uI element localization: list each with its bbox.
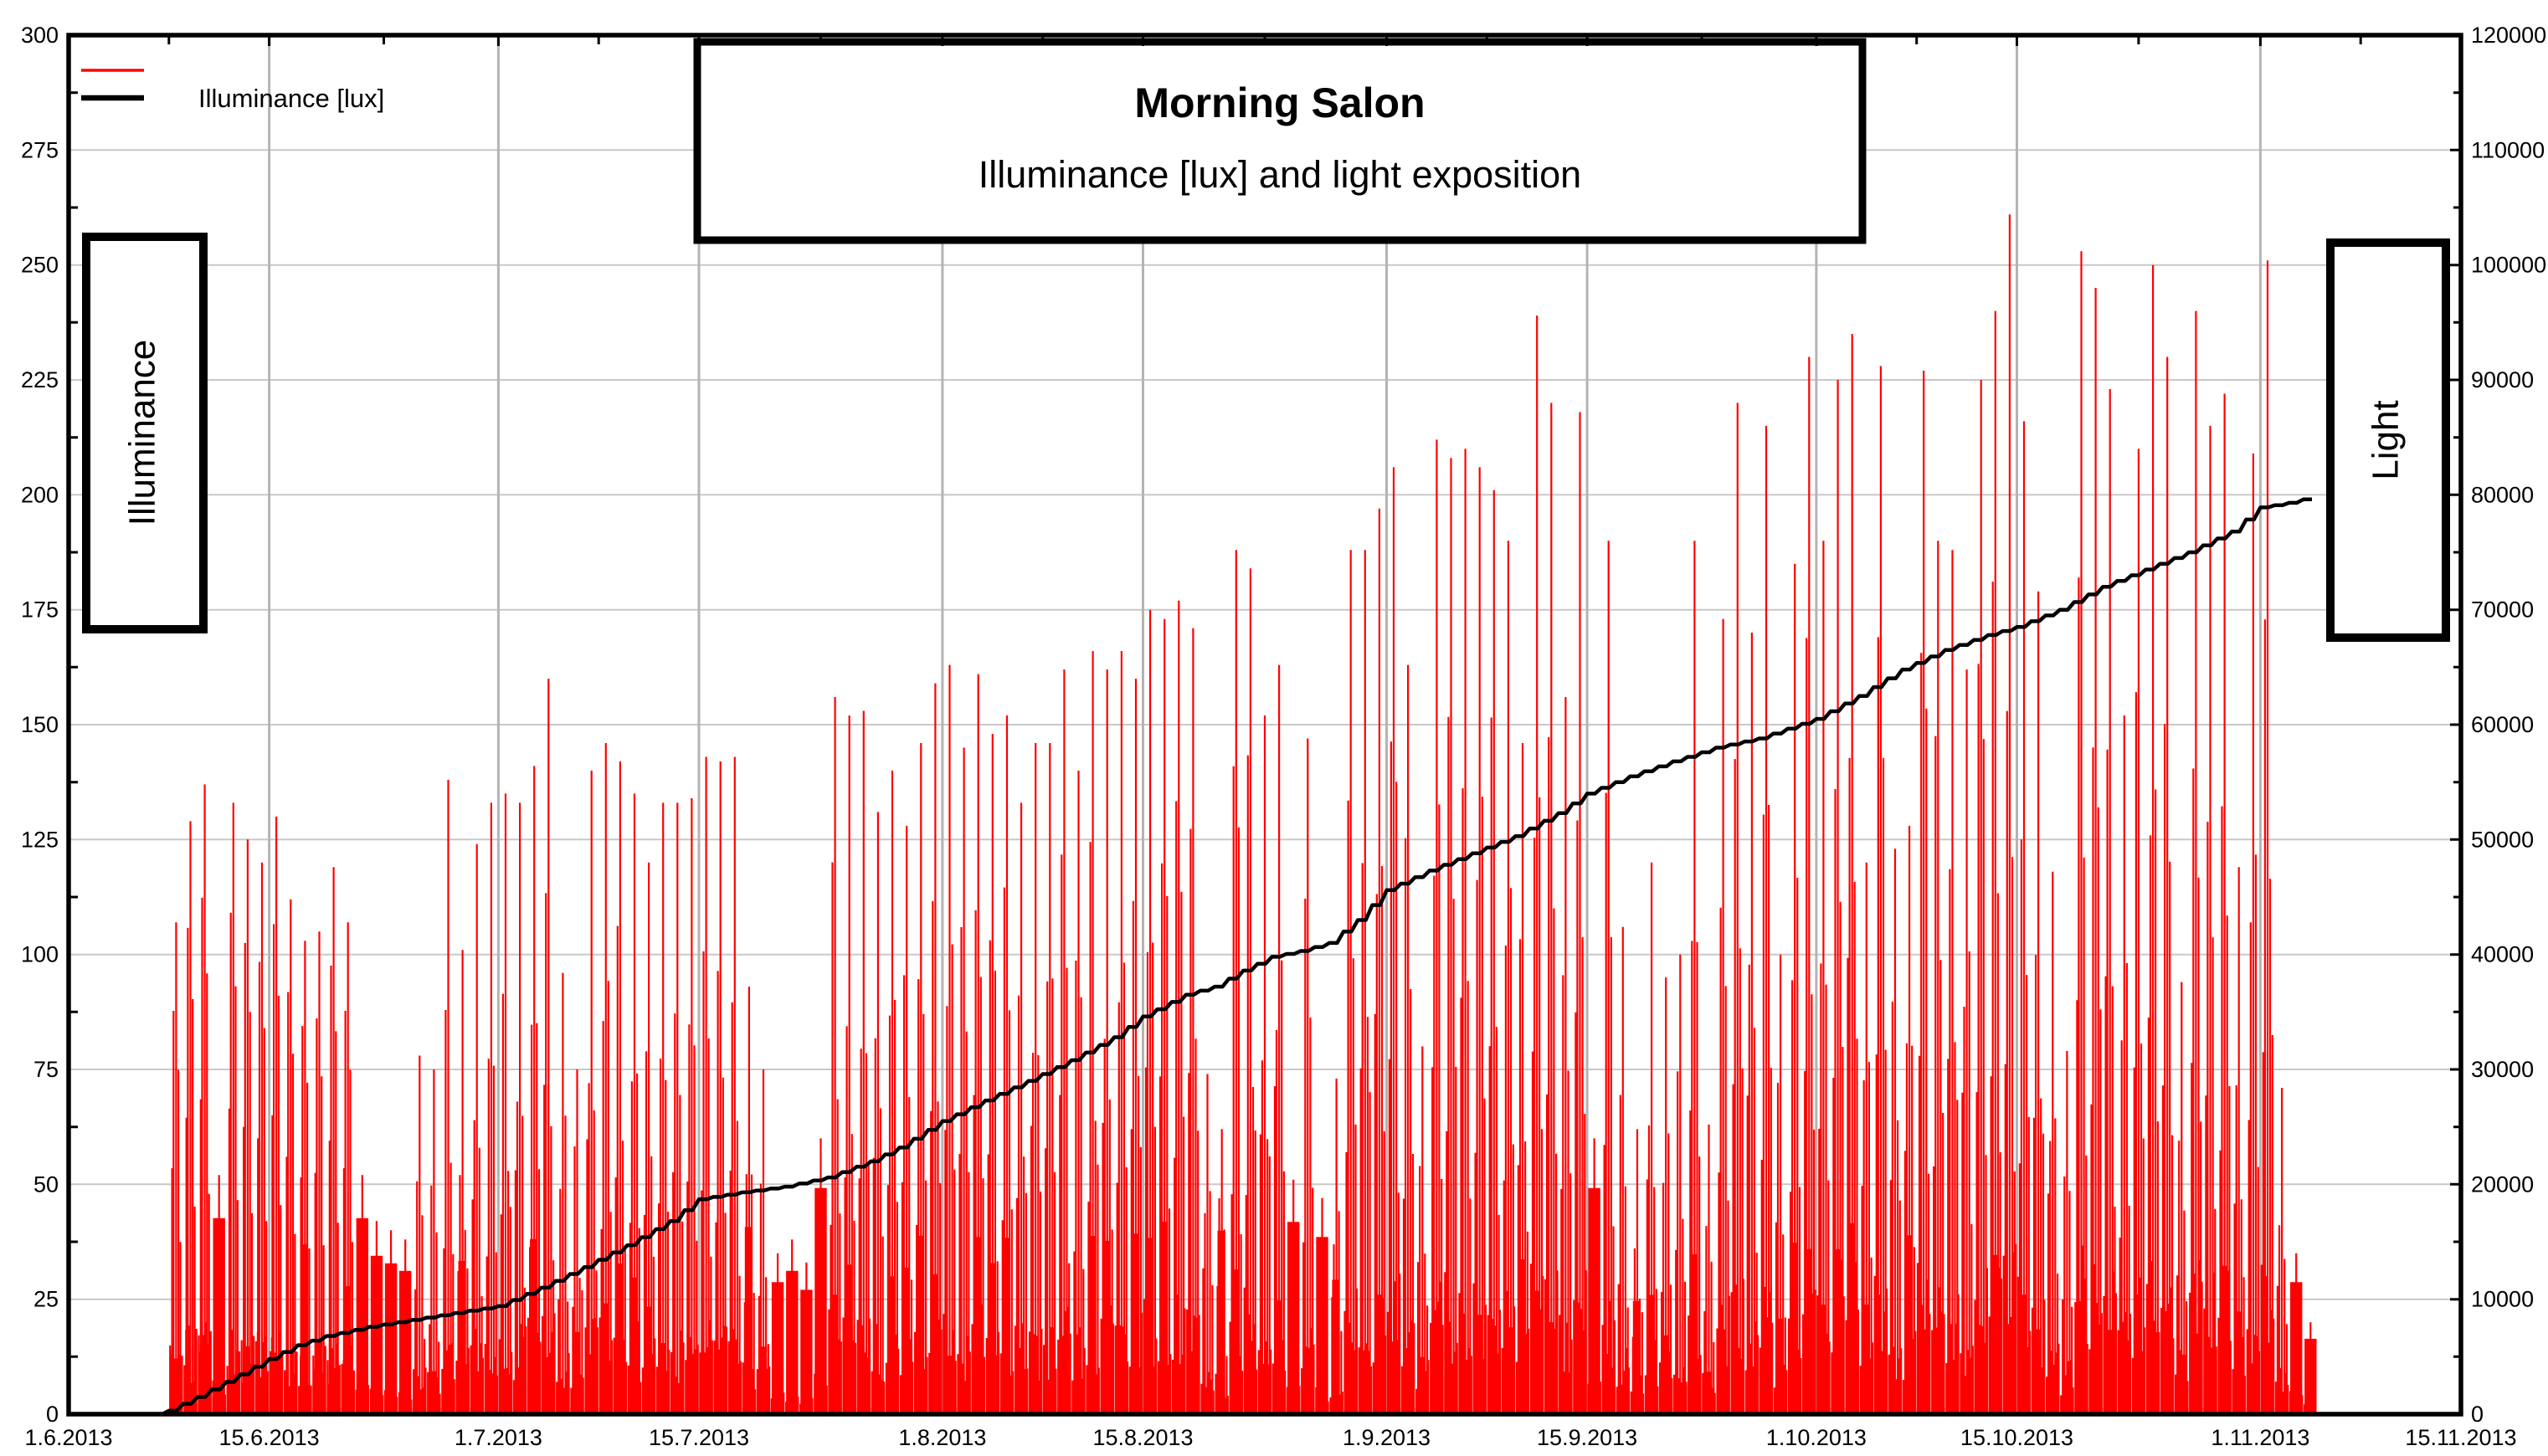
legend: Illuminance [lux] (81, 69, 384, 113)
illuminance-series (169, 214, 2317, 1414)
light-exposition-series (154, 497, 2312, 1417)
left-axis-tick-25: 25 (33, 1287, 59, 1312)
x-axis-tick-15.9.2013: 15.9.2013 (1537, 1425, 1637, 1450)
right-axis-label: Light (2366, 400, 2407, 479)
x-axis-tick-1.6.2013: 1.6.2013 (24, 1425, 112, 1450)
right-axis-tick-90000: 90000 (2471, 367, 2534, 392)
legend-label: Illuminance [lux] (198, 84, 384, 113)
x-axis-tick-15.8.2013: 15.8.2013 (1092, 1425, 1193, 1450)
right-axis-tick-40000: 40000 (2471, 942, 2534, 967)
axis-tick-labels: 0 25 50 75 100 125 150 175 200 225 250 275 300 0 10000… (21, 23, 2546, 1450)
chart-subtitle: Illuminance [lux] and light exposition (979, 153, 1581, 196)
left-axis-tick-175: 175 (21, 597, 59, 623)
x-axis-tick-1.7.2013: 1.7.2013 (455, 1425, 542, 1450)
left-axis-tick-275: 275 (21, 137, 59, 162)
x-axis-tick-1.11.2013: 1.11.2013 (2211, 1425, 2309, 1450)
left-axis-tick-75: 75 (33, 1057, 59, 1082)
left-axis-tick-200: 200 (21, 482, 59, 507)
right-axis-tick-80000: 80000 (2471, 482, 2534, 507)
x-axis-tick-1.10.2013: 1.10.2013 (1766, 1425, 1867, 1450)
right-axis-tick-10000: 10000 (2471, 1287, 2534, 1312)
right-axis-tick-70000: 70000 (2471, 597, 2534, 623)
right-axis-tick-20000: 20000 (2471, 1171, 2534, 1197)
illuminance-spikes (169, 214, 2317, 1414)
left-axis-tick-250: 250 (21, 253, 59, 278)
left-axis-label: Illuminance (122, 340, 163, 526)
right-axis-tick-60000: 60000 (2471, 712, 2534, 737)
x-axis-tick-15.7.2013: 15.7.2013 (649, 1425, 749, 1450)
right-axis-box-frame (2326, 238, 2450, 642)
right-axis-tick-110000: 110000 (2471, 137, 2545, 162)
right-axis-tick-50000: 50000 (2471, 827, 2534, 852)
left-axis-tick-225: 225 (21, 367, 59, 392)
title-box: Morning Salon Illuminance [lux] and ligh… (693, 38, 1867, 244)
left-axis-tick-0: 0 (46, 1402, 59, 1427)
right-axis-tick-100000: 100000 (2471, 253, 2546, 278)
left-axis-tick-50: 50 (33, 1171, 59, 1197)
left-axis-box-frame (82, 233, 208, 633)
right-axis-label-box: Light (2326, 238, 2450, 642)
left-axis-tick-300: 300 (21, 23, 59, 48)
chart-title: Morning Salon (1134, 79, 1425, 126)
right-axis-tick-120000: 120000 (2471, 23, 2546, 48)
left-axis-label-box: Illuminance (82, 233, 208, 633)
vertical-gridlines (268, 35, 2262, 1414)
right-axis-tick-0: 0 (2471, 1402, 2484, 1427)
x-axis-tick-1.8.2013: 1.8.2013 (898, 1425, 986, 1450)
x-axis-tick-1.9.2013: 1.9.2013 (1343, 1425, 1431, 1450)
light-exposition-curve (154, 497, 2312, 1417)
tick-marks (67, 35, 2463, 1358)
x-axis-tick-15.11.2013: 15.11.2013 (2405, 1425, 2516, 1450)
left-axis-tick-100: 100 (21, 942, 59, 967)
axis-tick-marks (67, 35, 2463, 1358)
title-box-frame (693, 38, 1867, 244)
x-axis-tick-15.10.2013: 15.10.2013 (1960, 1425, 2073, 1450)
left-axis-tick-125: 125 (21, 827, 59, 852)
x-axis-tick-15.6.2013: 15.6.2013 (219, 1425, 320, 1450)
right-axis-tick-30000: 30000 (2471, 1057, 2534, 1082)
left-axis-tick-150: 150 (21, 712, 59, 737)
